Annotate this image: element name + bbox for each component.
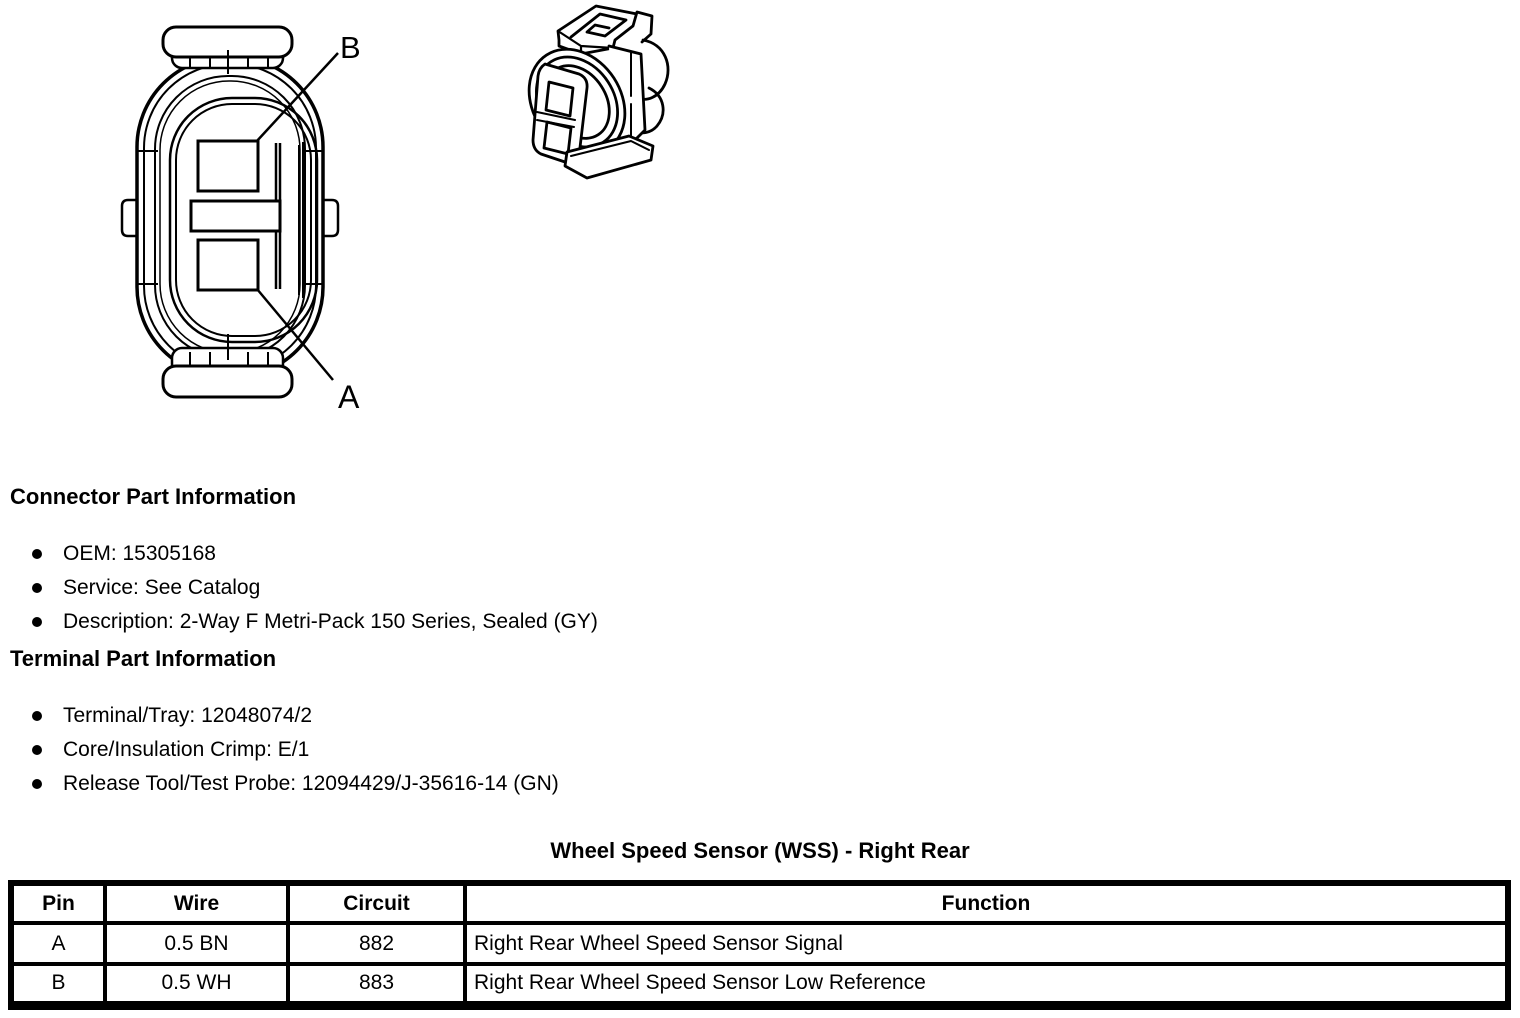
list-item: Core/Insulation Crimp: E/1 bbox=[0, 738, 559, 761]
terminal-part-info-list: Terminal/Tray: 12048074/2 Core/Insulatio… bbox=[0, 704, 559, 806]
bullet-icon bbox=[32, 711, 42, 721]
pin-label-a: A bbox=[338, 379, 360, 415]
col-header-function: Function bbox=[463, 881, 1510, 925]
list-item: Service: See Catalog bbox=[0, 576, 598, 599]
cell-wire: 0.5 WH bbox=[103, 962, 290, 1007]
list-item-text: OEM: 15305168 bbox=[63, 542, 216, 565]
table-row: A 0.5 BN 882 Right Rear Wheel Speed Sens… bbox=[9, 921, 1510, 966]
table-row: B 0.5 WH 883 Right Rear Wheel Speed Sens… bbox=[9, 962, 1510, 1007]
connector-part-info-list: OEM: 15305168 Service: See Catalog Descr… bbox=[0, 542, 598, 644]
iso-right-tab bbox=[631, 10, 654, 44]
cell-wire: 0.5 BN bbox=[103, 921, 290, 966]
col-header-pin: Pin bbox=[9, 881, 107, 925]
cavity-slot bbox=[189, 199, 282, 233]
list-item-text: Release Tool/Test Probe: 12094429/J-3561… bbox=[63, 772, 559, 795]
terminal-part-info-heading: Terminal Part Information bbox=[10, 646, 277, 671]
pinout-table: Pin Wire Circuit Function A 0.5 BN 882 R… bbox=[8, 880, 1511, 1010]
list-item-text: Terminal/Tray: 12048074/2 bbox=[63, 704, 313, 727]
bullet-icon bbox=[32, 779, 42, 789]
cell-function: Right Rear Wheel Speed Sensor Signal bbox=[463, 921, 1510, 966]
list-item-text: Core/Insulation Crimp: E/1 bbox=[63, 738, 310, 761]
bullet-icon bbox=[32, 745, 42, 755]
bullet-icon bbox=[32, 617, 42, 627]
leader-line-b bbox=[255, 52, 339, 143]
connector-iso-diagram bbox=[527, 4, 670, 180]
list-item-text: Service: See Catalog bbox=[63, 576, 261, 599]
cell-circuit: 882 bbox=[286, 921, 467, 966]
table-header-row: Pin Wire Circuit Function bbox=[9, 881, 1510, 925]
cavity-a bbox=[196, 238, 260, 292]
face-bottom-tab bbox=[161, 364, 294, 399]
leader-line-a bbox=[256, 288, 334, 381]
cavity-b bbox=[196, 139, 260, 193]
list-item-text: Description: 2-Way F Metri-Pack 150 Seri… bbox=[63, 610, 598, 633]
col-header-wire: Wire bbox=[103, 881, 290, 925]
face-left-bump bbox=[120, 198, 139, 238]
cell-function: Right Rear Wheel Speed Sensor Low Refere… bbox=[463, 962, 1510, 1007]
list-item: Description: 2-Way F Metri-Pack 150 Seri… bbox=[0, 610, 598, 633]
pin-label-b: B bbox=[340, 30, 361, 65]
list-item: Release Tool/Test Probe: 12094429/J-3561… bbox=[0, 772, 559, 795]
iso-cavity-top bbox=[544, 80, 575, 118]
connector-part-info-heading: Connector Part Information bbox=[10, 484, 297, 509]
list-item: Terminal/Tray: 12048074/2 bbox=[0, 704, 559, 727]
bullet-icon bbox=[32, 583, 42, 593]
cell-pin: B bbox=[9, 962, 107, 1007]
cell-pin: A bbox=[9, 921, 107, 966]
col-header-circuit: Circuit bbox=[286, 881, 467, 925]
bullet-icon bbox=[32, 549, 42, 559]
cell-circuit: 883 bbox=[286, 962, 467, 1007]
iso-flange bbox=[563, 134, 655, 180]
face-right-bump bbox=[321, 198, 340, 238]
table-title: Wheel Speed Sensor (WSS) - Right Rear bbox=[550, 838, 970, 863]
connector-face-diagram: B A bbox=[120, 25, 361, 415]
list-item: OEM: 15305168 bbox=[0, 542, 598, 565]
